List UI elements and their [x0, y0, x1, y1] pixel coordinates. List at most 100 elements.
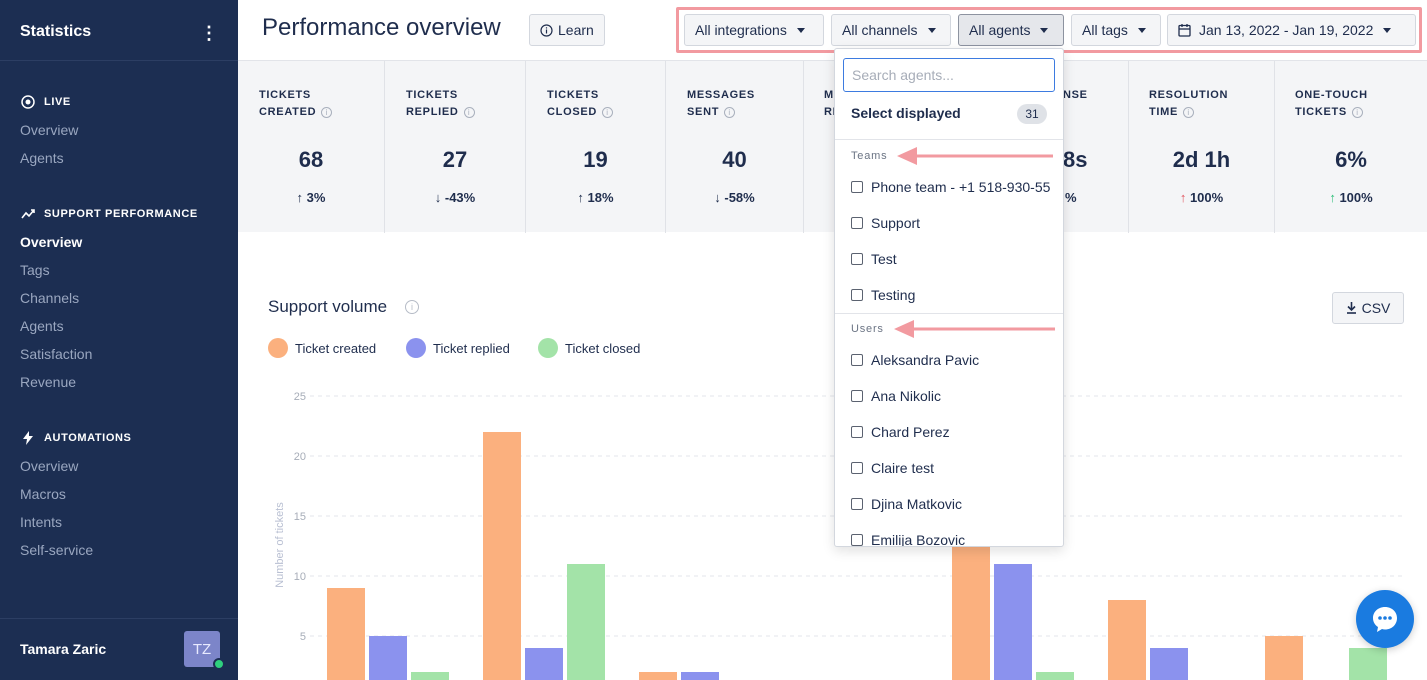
- sidebar-item-live-overview[interactable]: Overview: [20, 122, 79, 138]
- checkbox[interactable]: [851, 498, 863, 510]
- info-icon[interactable]: i: [321, 107, 333, 118]
- live-icon: [20, 94, 36, 110]
- metric-delta: ↑ 100%: [1275, 190, 1427, 205]
- y-tick-label: 20: [294, 451, 306, 463]
- sidebar-footer-divider: [0, 618, 238, 619]
- sidebar-item-automation-overview[interactable]: Overview: [20, 458, 79, 474]
- checkbox[interactable]: [851, 289, 863, 301]
- bar[interactable]: [1036, 672, 1074, 680]
- download-icon: [1346, 302, 1356, 314]
- metric-label-line2: CLOSED: [547, 106, 598, 118]
- metric-label-line1: M: [824, 89, 834, 101]
- user-option[interactable]: Ana Nikolic: [851, 388, 941, 404]
- bar[interactable]: [1108, 600, 1146, 680]
- metric-value: 2d 1h: [1172, 147, 1231, 172]
- legend-item-created[interactable]: Ticket created: [268, 338, 376, 358]
- legend-item-closed[interactable]: Ticket closed: [538, 338, 640, 358]
- chat-widget-button[interactable]: [1356, 590, 1414, 648]
- page-title: Performance overview: [262, 14, 501, 41]
- team-option[interactable]: Support: [851, 215, 920, 231]
- date-range-picker[interactable]: Jan 13, 2022 - Jan 19, 2022: [1167, 14, 1416, 46]
- team-option[interactable]: Testing: [851, 287, 915, 303]
- learn-button[interactable]: Learn: [529, 14, 605, 46]
- checkbox[interactable]: [851, 354, 863, 366]
- metric-delta: ↑ 3%: [238, 190, 384, 205]
- more-options-icon[interactable]: ⋮: [200, 23, 218, 43]
- user-option[interactable]: Chard Perez: [851, 424, 950, 440]
- metric-label-line1: MESSAGES: [687, 89, 755, 101]
- trend-icon: [20, 206, 36, 222]
- info-icon[interactable]: i: [1351, 107, 1363, 118]
- team-option-label: Support: [871, 215, 921, 231]
- filter-agents[interactable]: All agents: [958, 14, 1064, 46]
- metric-label-line1: NSE: [1063, 89, 1088, 101]
- date-range-label: Jan 13, 2022 - Jan 19, 2022: [1199, 22, 1374, 38]
- checkbox[interactable]: [851, 534, 863, 546]
- users-group-label: Users: [851, 323, 884, 335]
- info-icon[interactable]: i: [602, 107, 614, 118]
- bar[interactable]: [411, 672, 449, 680]
- dropdown-divider: [835, 313, 1063, 314]
- search-agents-input[interactable]: [843, 58, 1055, 92]
- team-option[interactable]: Phone team - +1 518-930-55: [851, 179, 1050, 195]
- online-status-dot: [213, 658, 225, 670]
- checkbox[interactable]: [851, 390, 863, 402]
- csv-download-button[interactable]: CSV: [1332, 292, 1404, 324]
- info-icon[interactable]: i: [1183, 107, 1195, 118]
- filter-tags[interactable]: All tags: [1071, 14, 1161, 46]
- bar[interactable]: [952, 540, 990, 680]
- teams-pointer-arrow-icon: [897, 147, 1053, 165]
- legend-item-replied[interactable]: Ticket replied: [406, 338, 510, 358]
- sidebar-item-revenue[interactable]: Revenue: [20, 374, 77, 390]
- checkbox[interactable]: [851, 253, 863, 265]
- bar[interactable]: [567, 564, 605, 680]
- sidebar-item-intents[interactable]: Intents: [20, 514, 63, 530]
- filter-agents-label: All agents: [969, 22, 1031, 38]
- info-icon[interactable]: i: [724, 107, 736, 118]
- bar[interactable]: [327, 588, 365, 680]
- sidebar-item-tags[interactable]: Tags: [20, 262, 50, 278]
- checkbox[interactable]: [851, 426, 863, 438]
- user-option[interactable]: Djina Matkovic: [851, 496, 962, 512]
- sidebar-item-satisfaction[interactable]: Satisfaction: [20, 346, 93, 362]
- section-label-support: SUPPORT PERFORMANCE: [44, 208, 198, 220]
- bar[interactable]: [1349, 648, 1387, 680]
- user-name[interactable]: Tamara Zaric: [20, 641, 107, 657]
- user-option[interactable]: Aleksandra Pavic: [851, 352, 979, 368]
- sidebar-item-channels[interactable]: Channels: [20, 290, 80, 306]
- bar[interactable]: [483, 432, 521, 680]
- bar[interactable]: [1265, 636, 1303, 680]
- section-live: LIVE: [20, 94, 71, 110]
- legend-swatch: [538, 338, 558, 358]
- checkbox[interactable]: [851, 181, 863, 193]
- sidebar-item-macros[interactable]: Macros: [20, 486, 66, 502]
- bar[interactable]: [994, 564, 1032, 680]
- metric-label-line1: TICKETS: [406, 89, 458, 101]
- user-option[interactable]: Emilija Bozovic: [851, 532, 965, 546]
- user-option[interactable]: Claire test: [851, 460, 934, 476]
- team-option-label: Test: [871, 251, 897, 267]
- bar[interactable]: [525, 648, 563, 680]
- filter-channels[interactable]: All channels: [831, 14, 951, 46]
- sidebar-item-overview[interactable]: Overview: [20, 234, 83, 250]
- caret-down-icon: [1137, 27, 1146, 33]
- info-icon[interactable]: i: [405, 300, 419, 314]
- info-icon[interactable]: i: [463, 107, 475, 118]
- chart-title: Support volume: [268, 297, 388, 316]
- bar[interactable]: [639, 672, 677, 680]
- checkbox[interactable]: [851, 462, 863, 474]
- bar[interactable]: [681, 672, 719, 680]
- sidebar-item-agents[interactable]: Agents: [20, 318, 64, 334]
- user-option-label: Aleksandra Pavic: [871, 352, 980, 368]
- filter-integrations[interactable]: All integrations: [684, 14, 824, 46]
- sidebar-item-self-service[interactable]: Self-service: [20, 542, 94, 558]
- sidebar-item-live-agents[interactable]: Agents: [20, 150, 64, 166]
- bar[interactable]: [369, 636, 407, 680]
- bolt-icon: [20, 430, 36, 446]
- bar[interactable]: [1150, 648, 1188, 680]
- metrics-bar: TICKETS CREATED i 68 ↑ 3% TICKETS REPLIED i …: [238, 60, 1427, 233]
- checkbox[interactable]: [851, 217, 863, 229]
- select-displayed-button[interactable]: Select displayed: [851, 105, 961, 121]
- user-option-label: Ana Nikolic: [871, 388, 942, 404]
- team-option[interactable]: Test: [851, 251, 897, 267]
